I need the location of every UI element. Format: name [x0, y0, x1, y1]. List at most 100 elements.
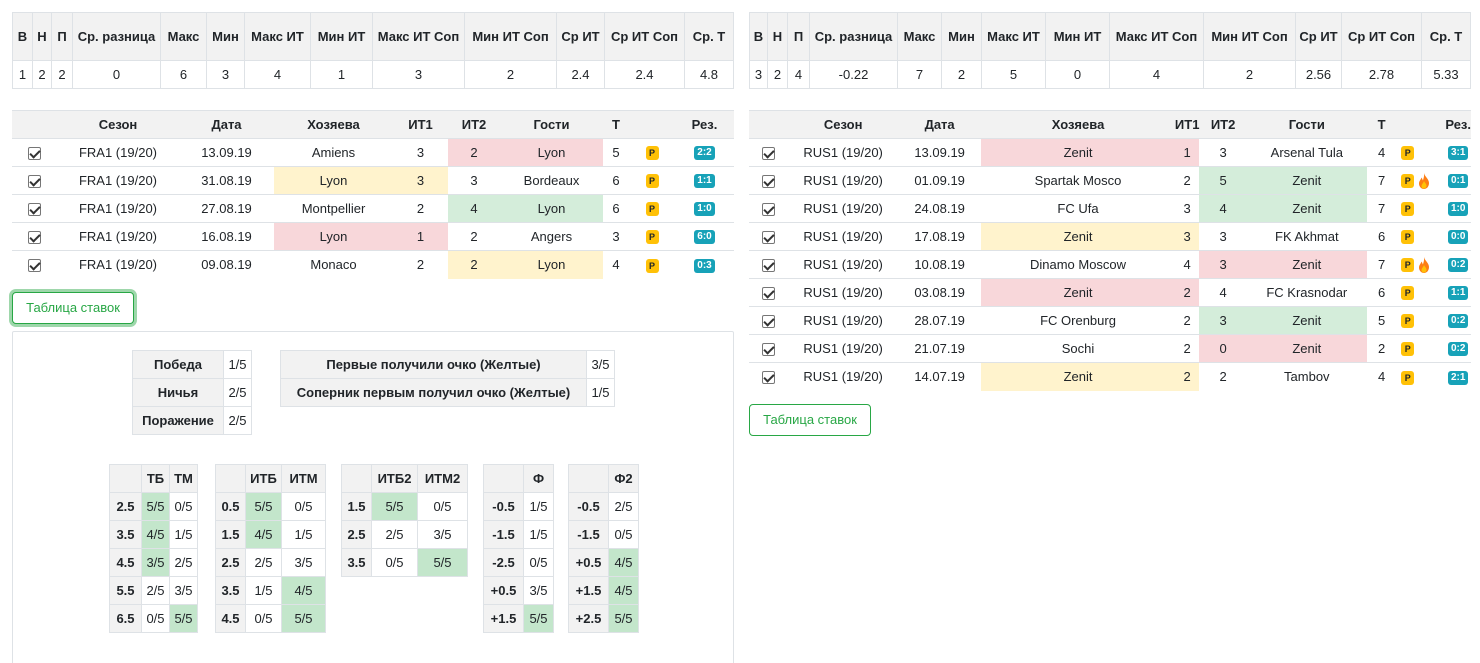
result-badge: 1:0 — [694, 202, 715, 217]
tb-line: 3.5 — [109, 520, 142, 549]
f2-line: +0.5 — [568, 548, 609, 577]
f2-row: +0.5 4/5 — [568, 548, 639, 577]
matches-header: Сезон — [788, 110, 899, 139]
result-badge: 3:1 — [1447, 146, 1469, 161]
match-away: Zenit — [1246, 194, 1367, 223]
result-badge: 1:0 — [1447, 202, 1469, 217]
first-point-row: Соперник первым получил очко (Желтые) 1/5 — [280, 378, 615, 407]
match-total: 6 — [603, 166, 629, 195]
itb-header: ИТБ — [245, 464, 282, 493]
match-season: RUS1 (19/20) — [788, 334, 899, 363]
p-badge[interactable]: P — [645, 174, 659, 189]
f-line: +0.5 — [483, 576, 524, 605]
summary-header: Макс ИТ — [244, 12, 311, 61]
itb-row: 2.5 2/5 3/5 — [215, 548, 326, 577]
match-it1: 2 — [393, 250, 448, 279]
left-matches-table: Сезон Дата Хозяева ИТ1 ИТ2 Гости Т Рез. … — [12, 110, 734, 279]
match-checkbox[interactable] — [749, 250, 789, 279]
p-badge[interactable]: P — [1401, 257, 1415, 272]
tb-header: ТБ — [141, 464, 170, 493]
f2-header-row: Ф2 — [568, 464, 639, 493]
match-checkbox[interactable] — [12, 250, 57, 279]
match-p-cell: P — [1396, 194, 1446, 223]
result-badge: 1:1 — [694, 174, 715, 189]
p-badge[interactable]: P — [1401, 230, 1415, 245]
f2-row: -1.5 0/5 — [568, 520, 639, 549]
itb2-value: 0/5 — [371, 548, 418, 577]
result-badge: 0:2 — [1447, 258, 1469, 273]
summary-value: 2.4 — [556, 60, 605, 89]
match-it2: 5 — [1199, 166, 1247, 195]
result-badge: 0:2 — [1447, 342, 1469, 357]
f2-row: -0.5 2/5 — [568, 492, 639, 521]
match-checkbox[interactable] — [12, 166, 57, 195]
match-checkbox[interactable] — [12, 138, 57, 167]
left-bets-table-button[interactable]: Таблица ставок — [12, 292, 134, 324]
match-season: RUS1 (19/20) — [788, 278, 899, 307]
f2-value: 5/5 — [608, 604, 639, 633]
right-bets-table-button[interactable]: Таблица ставок — [749, 404, 871, 436]
match-away: Lyon — [500, 250, 603, 279]
p-badge[interactable]: P — [1401, 173, 1415, 188]
p-badge[interactable]: P — [1401, 202, 1415, 217]
p-badge[interactable]: P — [645, 202, 659, 217]
itb-table: ИТБ ИТМ 0.5 5/5 0/5 1.5 4/5 1/5 2.5 2/5 3/5 3.5 1/5… — [215, 464, 326, 633]
match-away: Arsenal Tula — [1246, 138, 1367, 167]
outcome-row: Поражение 2/5 — [132, 406, 252, 435]
summary-value: 2 — [767, 60, 788, 89]
itb-line: 2.5 — [215, 548, 246, 577]
match-checkbox[interactable] — [749, 334, 789, 363]
p-badge[interactable]: P — [645, 146, 659, 161]
match-season: RUS1 (19/20) — [788, 250, 899, 279]
match-checkbox[interactable] — [749, 362, 789, 391]
summary-value: 6 — [160, 60, 207, 89]
p-badge[interactable]: P — [645, 258, 659, 273]
p-badge[interactable]: P — [1401, 286, 1415, 301]
matches-header: Хозяева — [274, 110, 393, 139]
summary-header: Ср. разница — [72, 12, 161, 61]
itb-line: 0.5 — [215, 492, 246, 521]
match-checkbox[interactable] — [749, 194, 789, 223]
first-point-value: 1/5 — [586, 378, 615, 407]
match-checkbox[interactable] — [12, 222, 57, 251]
match-home: Sochi — [981, 334, 1175, 363]
match-checkbox[interactable] — [749, 278, 789, 307]
match-home: Zenit — [981, 278, 1175, 307]
match-checkbox[interactable] — [749, 166, 789, 195]
p-badge[interactable]: P — [645, 230, 659, 245]
summary-header: Макс ИТ Соп — [1109, 12, 1204, 61]
p-badge[interactable]: P — [1401, 370, 1415, 385]
itb-value: 0/5 — [281, 492, 326, 521]
match-row: RUS1 (19/20) 10.08.19 Dinamo Moscow 4 3 Zenit… — [749, 250, 1471, 279]
tb-value: 3/5 — [141, 548, 170, 577]
summary-values-row: 3 2 4 -0.22 7 2 5 0 4 2 2.56 2.78 5.33 — [749, 60, 1471, 89]
matches-header — [629, 110, 675, 139]
tb-header-row: ТБ ТМ — [109, 464, 198, 493]
match-result-cell: 0:1 — [1445, 166, 1471, 195]
summary-header: В — [749, 12, 768, 61]
match-row: RUS1 (19/20) 14.07.19 Zenit 2 2 Tambov 4 P 2:1 — [749, 362, 1471, 391]
itb2-header-row: ИТБ2 ИТМ2 — [341, 464, 468, 493]
summary-value: 3 — [749, 60, 768, 89]
match-checkbox[interactable] — [749, 306, 789, 335]
f-line: -1.5 — [483, 520, 524, 549]
match-total: 4 — [1366, 362, 1397, 391]
match-total: 7 — [1366, 194, 1397, 223]
tb-line: 4.5 — [109, 548, 142, 577]
p-badge[interactable]: P — [1401, 314, 1415, 329]
itb-header-row: ИТБ ИТМ — [215, 464, 326, 493]
match-checkbox[interactable] — [749, 222, 789, 251]
match-row: RUS1 (19/20) 03.08.19 Zenit 2 4 FC Krasnodar 6… — [749, 278, 1471, 307]
matches-header: ИТ1 — [393, 110, 448, 139]
match-checkbox[interactable] — [749, 138, 789, 167]
match-result-cell: 0:2 — [1445, 250, 1471, 279]
match-result-cell: 2:2 — [675, 138, 734, 167]
itb2-value: 0/5 — [417, 492, 468, 521]
summary-value: 2 — [51, 60, 73, 89]
match-total: 4 — [1366, 138, 1397, 167]
p-badge[interactable]: P — [1401, 342, 1415, 357]
p-badge[interactable]: P — [1401, 146, 1415, 161]
match-checkbox[interactable] — [12, 194, 57, 223]
match-date: 13.09.19 — [179, 138, 274, 167]
match-season: FRA1 (19/20) — [57, 250, 179, 279]
